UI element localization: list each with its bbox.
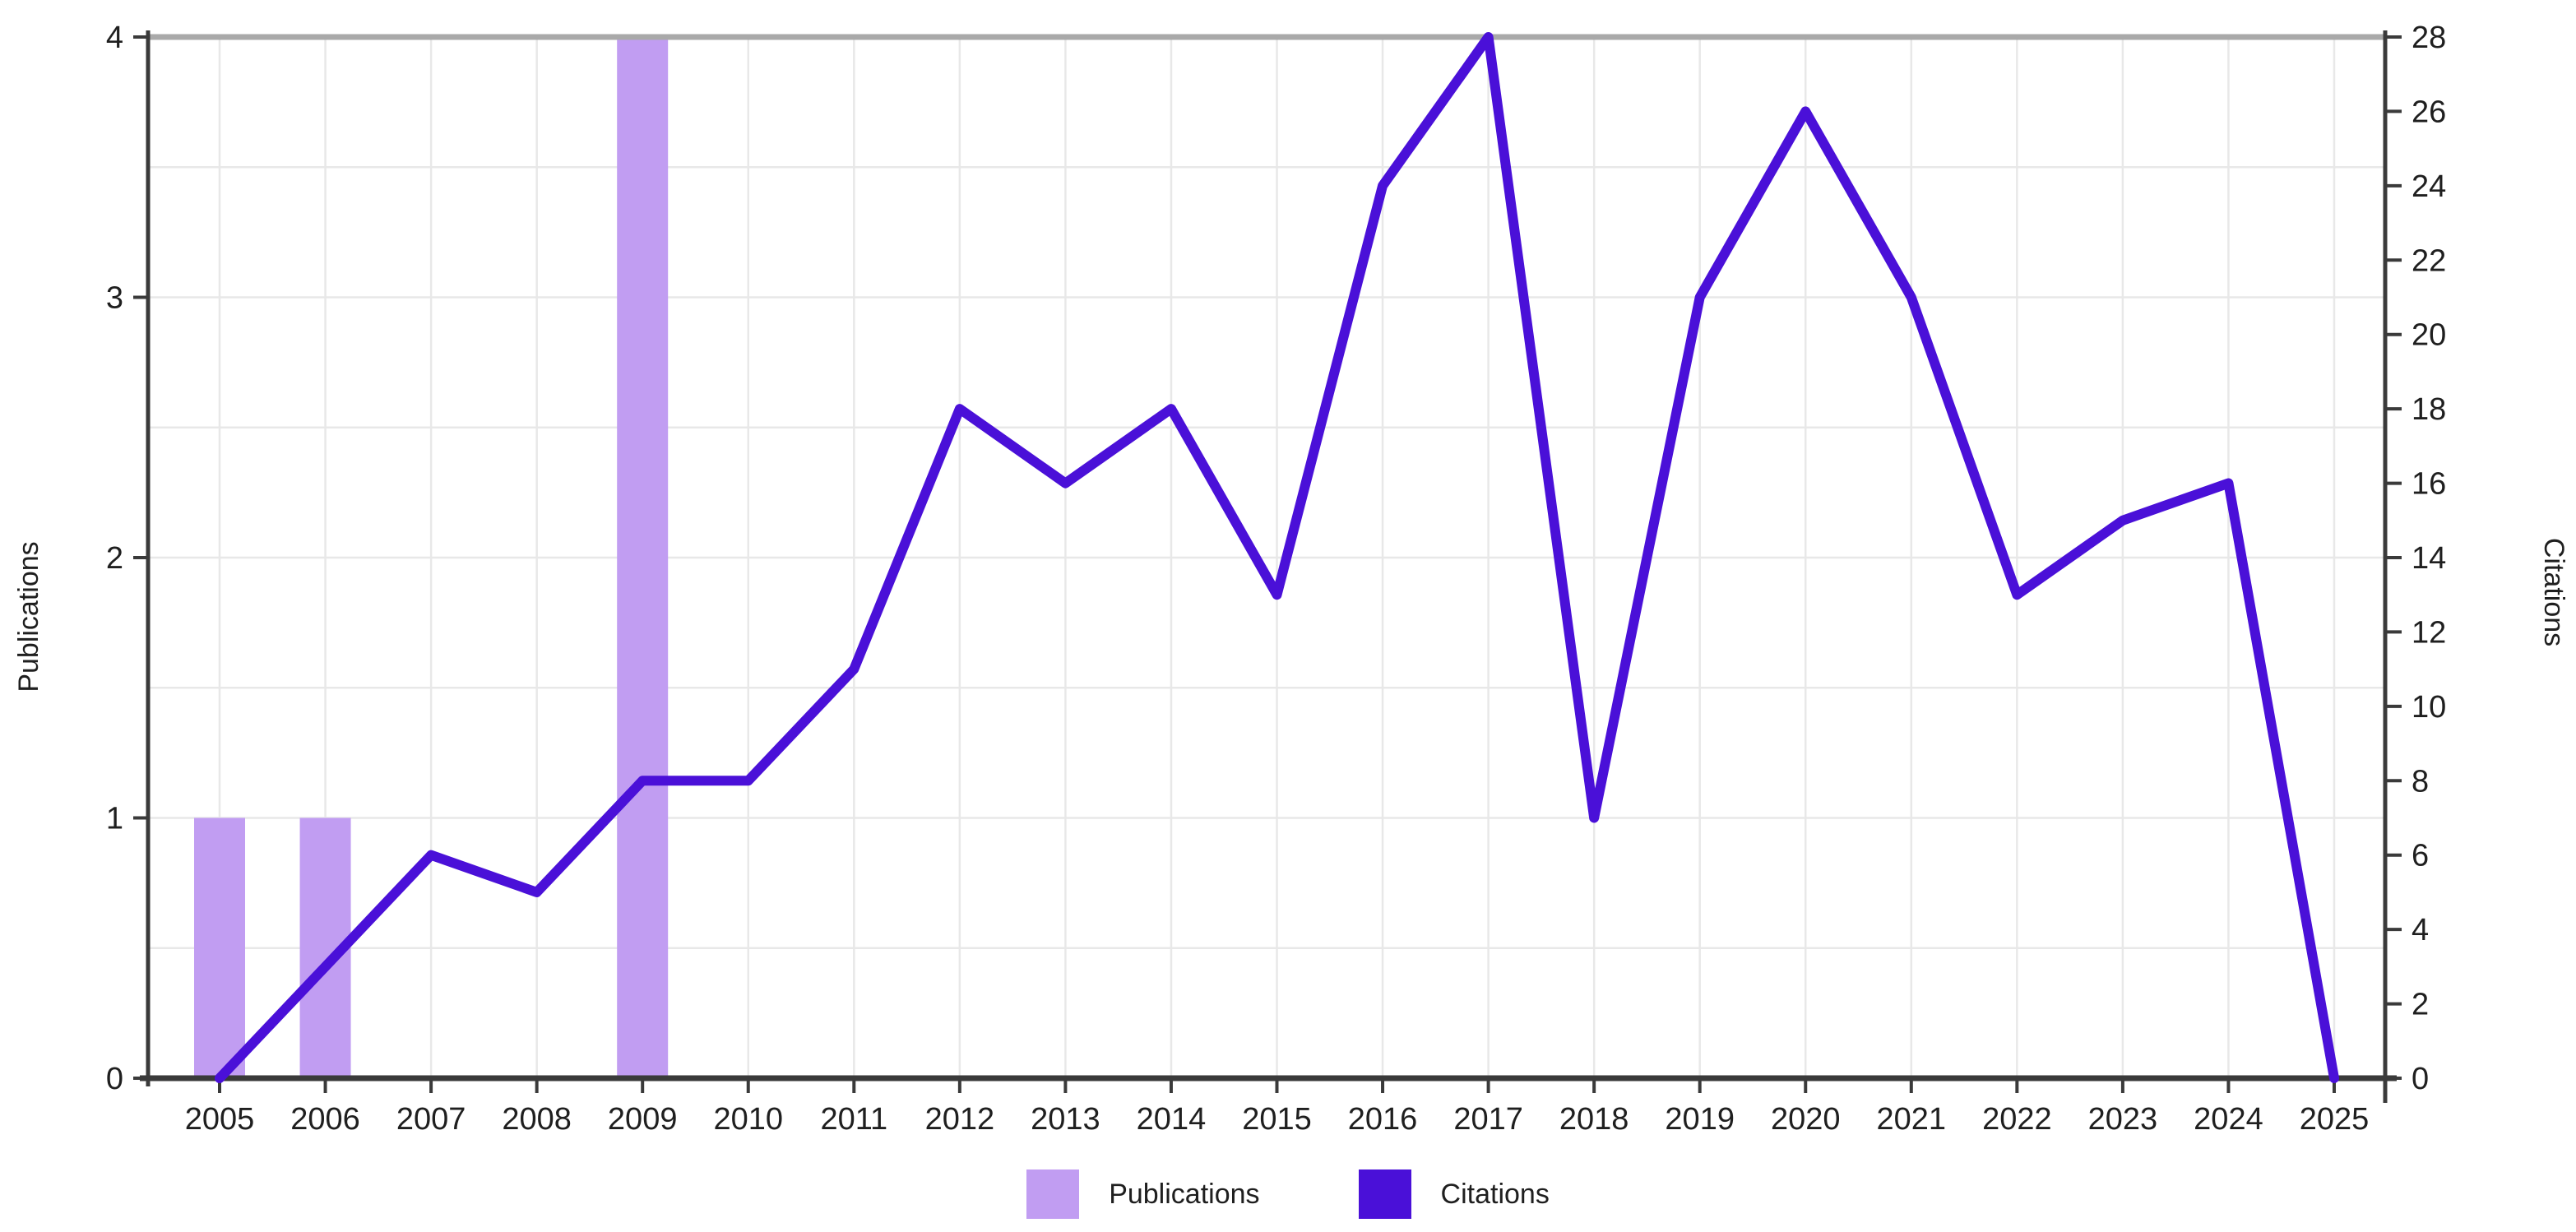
bar-2005 (194, 817, 245, 1078)
publications-legend-label: Publications (1109, 1178, 1260, 1210)
gridlines (148, 37, 2385, 1078)
x-tick-label-2015: 2015 (1242, 1102, 1312, 1137)
x-tick-label-2016: 2016 (1348, 1102, 1418, 1137)
right-tick-label-6: 6 (2412, 839, 2429, 873)
x-tick-label-2025: 2025 (2300, 1102, 2370, 1137)
x-tick-label-2021: 2021 (1877, 1102, 1947, 1137)
left-tick-label-3: 3 (106, 281, 123, 316)
axes (140, 30, 2397, 1103)
right-tick-label-20: 20 (2412, 318, 2446, 353)
x-tick-label-2010: 2010 (713, 1102, 783, 1137)
x-tick-label-2011: 2011 (820, 1102, 887, 1137)
right-tick-label-4: 4 (2412, 913, 2429, 947)
right-tick-label-2: 2 (2412, 988, 2429, 1022)
citations-line (215, 32, 2339, 1083)
x-tick-label-2024: 2024 (2194, 1102, 2263, 1137)
right-axis-title: Citations (2538, 538, 2569, 646)
bar-2009 (617, 37, 669, 1078)
x-tick-label-2020: 2020 (1771, 1102, 1841, 1137)
right-tick-label-16: 16 (2412, 467, 2446, 502)
x-tick-label-2014: 2014 (1137, 1102, 1207, 1137)
left-tick-label-0: 0 (106, 1062, 123, 1096)
x-tick-label-2018: 2018 (1559, 1102, 1629, 1137)
citations-polyline (215, 32, 2339, 1083)
right-tick-label-10: 10 (2412, 690, 2446, 725)
left-tick-label-2: 2 (106, 541, 123, 576)
x-tick-label-2008: 2008 (502, 1102, 572, 1137)
left-tick-label-1: 1 (106, 802, 123, 836)
publications-legend-swatch (1026, 1169, 1080, 1219)
x-tick-label-2022: 2022 (1982, 1102, 2052, 1137)
right-tick-label-12: 12 (2412, 615, 2446, 650)
x-tick-label-2007: 2007 (396, 1102, 466, 1137)
right-tick-label-0: 0 (2412, 1062, 2429, 1096)
x-tick-label-2009: 2009 (608, 1102, 678, 1137)
right-tick-label-18: 18 (2412, 392, 2446, 427)
chart-legend: Publications Citations (0, 1169, 2576, 1219)
x-tick-label-2019: 2019 (1665, 1102, 1735, 1137)
left-axis-title: Publications (13, 541, 44, 692)
x-tick-label-2013: 2013 (1031, 1102, 1100, 1137)
right-tick-label-14: 14 (2412, 541, 2446, 576)
x-tick-label-2006: 2006 (290, 1102, 360, 1137)
legend-item-citations: Citations (1358, 1169, 1550, 1219)
citations-legend-swatch (1358, 1169, 1411, 1219)
legend-item-publications: Publications (1026, 1169, 1260, 1219)
citations-legend-label: Citations (1440, 1178, 1550, 1210)
x-tick-label-2023: 2023 (2088, 1102, 2158, 1137)
right-tick-label-26: 26 (2412, 95, 2446, 129)
left-tick-label-4: 4 (106, 21, 123, 55)
right-tick-label-24: 24 (2412, 169, 2446, 204)
x-tick-label-2017: 2017 (1453, 1102, 1523, 1137)
right-tick-label-8: 8 (2412, 764, 2429, 799)
x-tick-label-2012: 2012 (925, 1102, 995, 1137)
right-tick-label-22: 22 (2412, 243, 2446, 278)
right-tick-label-28: 28 (2412, 21, 2446, 55)
x-tick-label-2005: 2005 (185, 1102, 255, 1137)
